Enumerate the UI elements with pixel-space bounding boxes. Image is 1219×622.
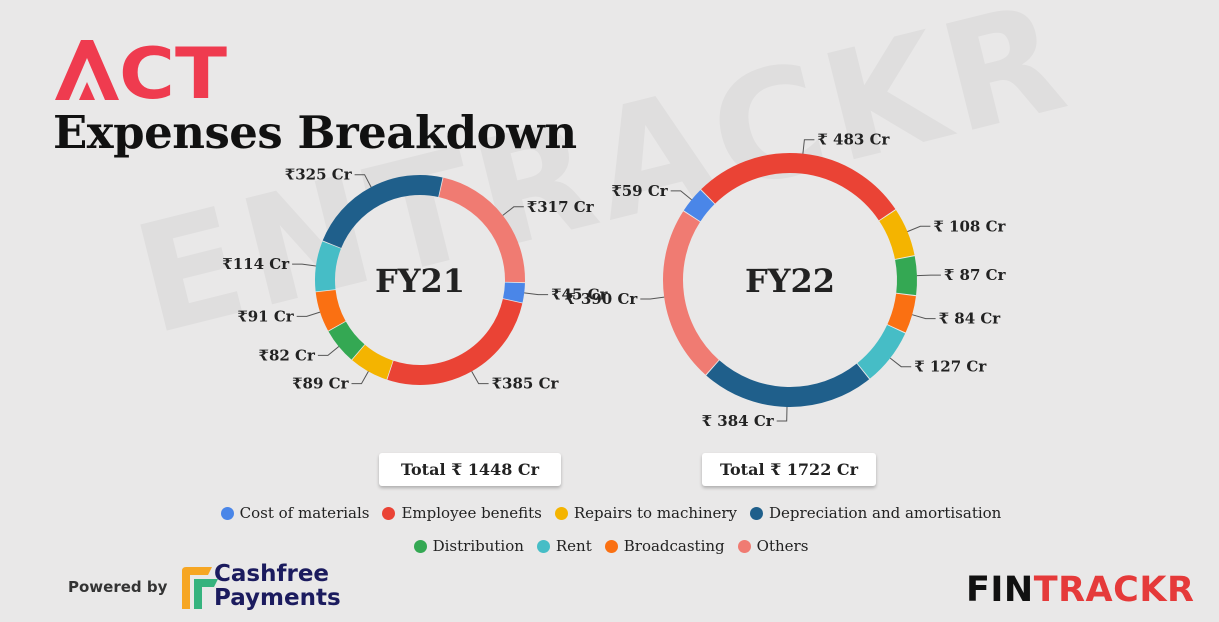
fintrackr-trackr: TRACKR [1033, 570, 1195, 610]
slice-label: ₹ 127 Cr [914, 358, 987, 376]
slice-label: ₹ 87 Cr [944, 266, 1007, 284]
leader-line [776, 406, 788, 422]
legend-dot [536, 539, 550, 553]
act-logo-a-notch [79, 82, 95, 100]
slice-label: ₹325 Cr [285, 166, 353, 184]
slice-label: ₹114 Cr [222, 255, 290, 273]
legend-item-distribution: Distribution [408, 537, 524, 555]
legend-label: Depreciation and amortisation [769, 504, 1002, 522]
legend-dot [554, 506, 568, 520]
slice-rent [315, 241, 342, 292]
slice-rent [857, 324, 906, 379]
legend-label: Repairs to machinery [573, 504, 738, 522]
page-title: Expenses Breakdown [53, 106, 577, 159]
slice-repairs-to-machinery [879, 210, 915, 260]
slice-label: ₹ 483 Cr [817, 131, 890, 149]
slice-others [663, 211, 719, 375]
fintrackr-fin: FIN [966, 570, 1034, 610]
slice-label: ₹59 Cr [611, 182, 668, 200]
legend-label: Rent [555, 537, 592, 555]
legend-item-repairs-to-machinery: Repairs to machinery [549, 504, 737, 522]
leader-line [889, 357, 912, 368]
legend-dot [382, 506, 396, 520]
leader-line [471, 371, 489, 385]
legend-item-rent: Rent [531, 537, 592, 555]
slice-distribution [328, 321, 365, 360]
slice-label: ₹82 Cr [259, 346, 316, 364]
legend-item-employee-benefits: Employee benefits [376, 504, 542, 522]
legend-label: Broadcasting [623, 537, 725, 555]
slice-others [438, 177, 525, 283]
slice-depreciation-and-amortisation [322, 175, 443, 249]
slice-label: ₹317 Cr [527, 198, 595, 216]
slice-label: ₹ 390 Cr [565, 290, 638, 308]
cashfree-line2: Payments [214, 585, 341, 611]
leader-line [916, 274, 941, 277]
act-logo: CT [55, 36, 227, 102]
legend-label: Employee benefits [401, 504, 542, 522]
slice-repairs-to-machinery [352, 344, 394, 380]
leader-line [502, 206, 524, 216]
legend-item-cost-of-materials: Cost of materials [215, 504, 370, 522]
slice-label: ₹385 Cr [492, 375, 560, 393]
leader-line [524, 292, 549, 296]
act-logo-a-mark [55, 40, 119, 100]
leader-line [670, 190, 692, 201]
slice-broadcasting [315, 289, 346, 331]
leader-line [802, 139, 815, 154]
donut-fy22: ₹ 483 Cr ₹ 108 Cr ₹ 87 Cr ₹ 84 Cr ₹ 127 Cr ₹ … [565, 131, 1006, 430]
slice-label: ₹45 Cr [551, 286, 608, 304]
legend-label: Distribution [432, 537, 524, 555]
act-logo-text: CT [119, 36, 227, 102]
leader-line [296, 311, 321, 317]
slice-employee-benefits [701, 153, 896, 221]
slice-distribution [895, 256, 917, 296]
legend-item-others: Others [732, 537, 809, 555]
slice-label: ₹ 384 Cr [702, 412, 775, 430]
leader-line [907, 225, 931, 233]
legend-row-2: Distribution Rent Broadcasting Others [0, 537, 1219, 555]
legend-label: Others [756, 537, 809, 555]
cashfree-logo-icon [182, 567, 218, 609]
slice-label: ₹89 Cr [292, 375, 349, 393]
leader-line [354, 174, 372, 188]
legend-dot [737, 539, 751, 553]
donut-charts: ₹317 Cr ₹45 Cr ₹385 Cr ₹89 Cr ₹82 Cr ₹91 Cr ₹1… [222, 131, 1006, 430]
cashfree-line1: Cashfree [214, 561, 330, 587]
slice-broadcasting [887, 293, 916, 333]
leader-line [912, 314, 936, 320]
legend-dot [220, 506, 234, 520]
powered-by-label: Powered by [68, 578, 168, 596]
donut-fy21: ₹317 Cr ₹45 Cr ₹385 Cr ₹89 Cr ₹82 Cr ₹91 Cr ₹1… [222, 166, 608, 393]
total-fy22: Total ₹ 1722 Cr [702, 453, 876, 486]
slice-cost-of-materials [502, 282, 525, 303]
leader-line [640, 296, 665, 300]
slice-label: ₹ 108 Cr [933, 217, 1006, 235]
cashfree-wordmark: Cashfree Payments [214, 562, 341, 610]
slice-cost-of-materials [683, 190, 715, 222]
slice-employee-benefits [387, 298, 523, 385]
legend-label: Cost of materials [239, 504, 370, 522]
legend-dot [604, 539, 618, 553]
slice-depreciation-and-amortisation [706, 360, 870, 407]
leader-line [351, 371, 369, 385]
slice-label: ₹ 84 Cr [939, 310, 1002, 328]
total-fy21: Total ₹ 1448 Cr [379, 453, 561, 486]
legend-item-depreciation-and-amortisation: Depreciation and amortisation [744, 504, 1001, 522]
leader-line [292, 263, 316, 267]
slice-label: ₹91 Cr [237, 307, 294, 325]
fintrackr-logo: FINTRACKR [966, 570, 1194, 610]
donut-center-title: FY21 [375, 262, 465, 300]
leader-line [317, 346, 340, 356]
legend-dot [750, 506, 764, 520]
legend-row-1: Cost of materials Employee benefits Repair… [0, 504, 1219, 522]
legend-dot [413, 539, 427, 553]
donut-center-title: FY22 [745, 262, 835, 300]
legend-item-broadcasting: Broadcasting [599, 537, 725, 555]
